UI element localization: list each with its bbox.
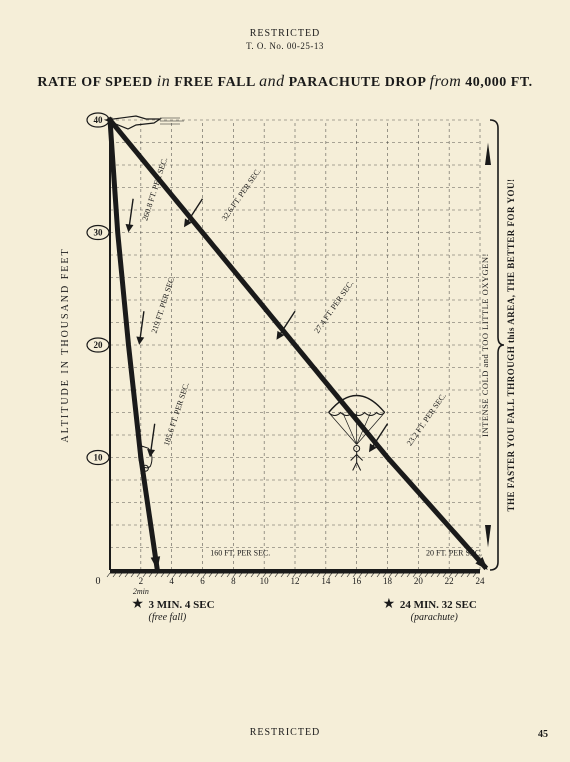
svg-text:4: 4 xyxy=(169,576,174,586)
svg-text:14: 14 xyxy=(321,576,331,586)
svg-text:THE FASTER YOU FALL THROUGH th: THE FASTER YOU FALL THROUGH this AREA, T… xyxy=(506,179,516,512)
svg-text:★: ★ xyxy=(383,597,396,612)
svg-text:6: 6 xyxy=(200,576,205,586)
svg-text:23.2 FT. PER SEC.: 23.2 FT. PER SEC. xyxy=(405,391,448,447)
svg-text:(free fall): (free fall) xyxy=(149,612,187,623)
svg-text:12: 12 xyxy=(291,576,300,586)
chart-title: RATE OF SPEED in FREE FALL and PARACHUTE… xyxy=(0,73,570,91)
svg-text:185.6 FT. PER SEC.: 185.6 FT. PER SEC. xyxy=(162,381,191,447)
svg-text:32.6 FT. PER SEC.: 32.6 FT. PER SEC. xyxy=(220,166,263,222)
svg-text:10: 10 xyxy=(260,576,270,586)
svg-text:24: 24 xyxy=(476,576,486,586)
svg-text:3 MIN. 4 SEC: 3 MIN. 4 SEC xyxy=(149,599,215,611)
svg-text:160 FT. PER SEC.: 160 FT. PER SEC. xyxy=(210,548,270,557)
svg-text:0: 0 xyxy=(96,576,101,587)
svg-text:20 FT. PER SEC.: 20 FT. PER SEC. xyxy=(426,548,482,557)
page-number: 45 xyxy=(538,729,548,740)
svg-text:27.4 FT. PER SEC.: 27.4 FT. PER SEC. xyxy=(312,279,355,335)
svg-text:10: 10 xyxy=(94,453,104,463)
svg-text:2: 2 xyxy=(139,576,144,586)
svg-text:8: 8 xyxy=(231,576,236,586)
doc-number: T. O. No. 00-25-13 xyxy=(0,41,570,51)
svg-text:18: 18 xyxy=(383,576,393,586)
svg-text:20: 20 xyxy=(94,340,104,350)
svg-text:30: 30 xyxy=(94,228,104,238)
svg-text:40: 40 xyxy=(94,115,104,125)
svg-text:INTENSE COLD and TOO LITTLE OX: INTENSE COLD and TOO LITTLE OXYGEN! xyxy=(480,253,490,437)
svg-text:(parachute): (parachute) xyxy=(411,612,459,623)
chart-container: 102030400ALTITUDE IN THOUSAND FEET246810… xyxy=(50,110,520,640)
svg-text:24 MIN. 32 SEC: 24 MIN. 32 SEC xyxy=(400,599,477,611)
chart-svg: 102030400ALTITUDE IN THOUSAND FEET246810… xyxy=(50,110,520,670)
svg-text:20: 20 xyxy=(414,576,424,586)
svg-text:219 FT. PER SEC.: 219 FT. PER SEC. xyxy=(150,274,177,334)
svg-text:22: 22 xyxy=(445,576,454,586)
classification-bottom: RESTRICTED xyxy=(0,727,570,738)
svg-text:ALTITUDE IN THOUSAND FEET: ALTITUDE IN THOUSAND FEET xyxy=(60,247,71,442)
svg-text:16: 16 xyxy=(352,576,362,586)
svg-text:2min: 2min xyxy=(133,587,149,596)
svg-text:★: ★ xyxy=(131,597,144,612)
classification-top: RESTRICTED xyxy=(0,28,570,39)
